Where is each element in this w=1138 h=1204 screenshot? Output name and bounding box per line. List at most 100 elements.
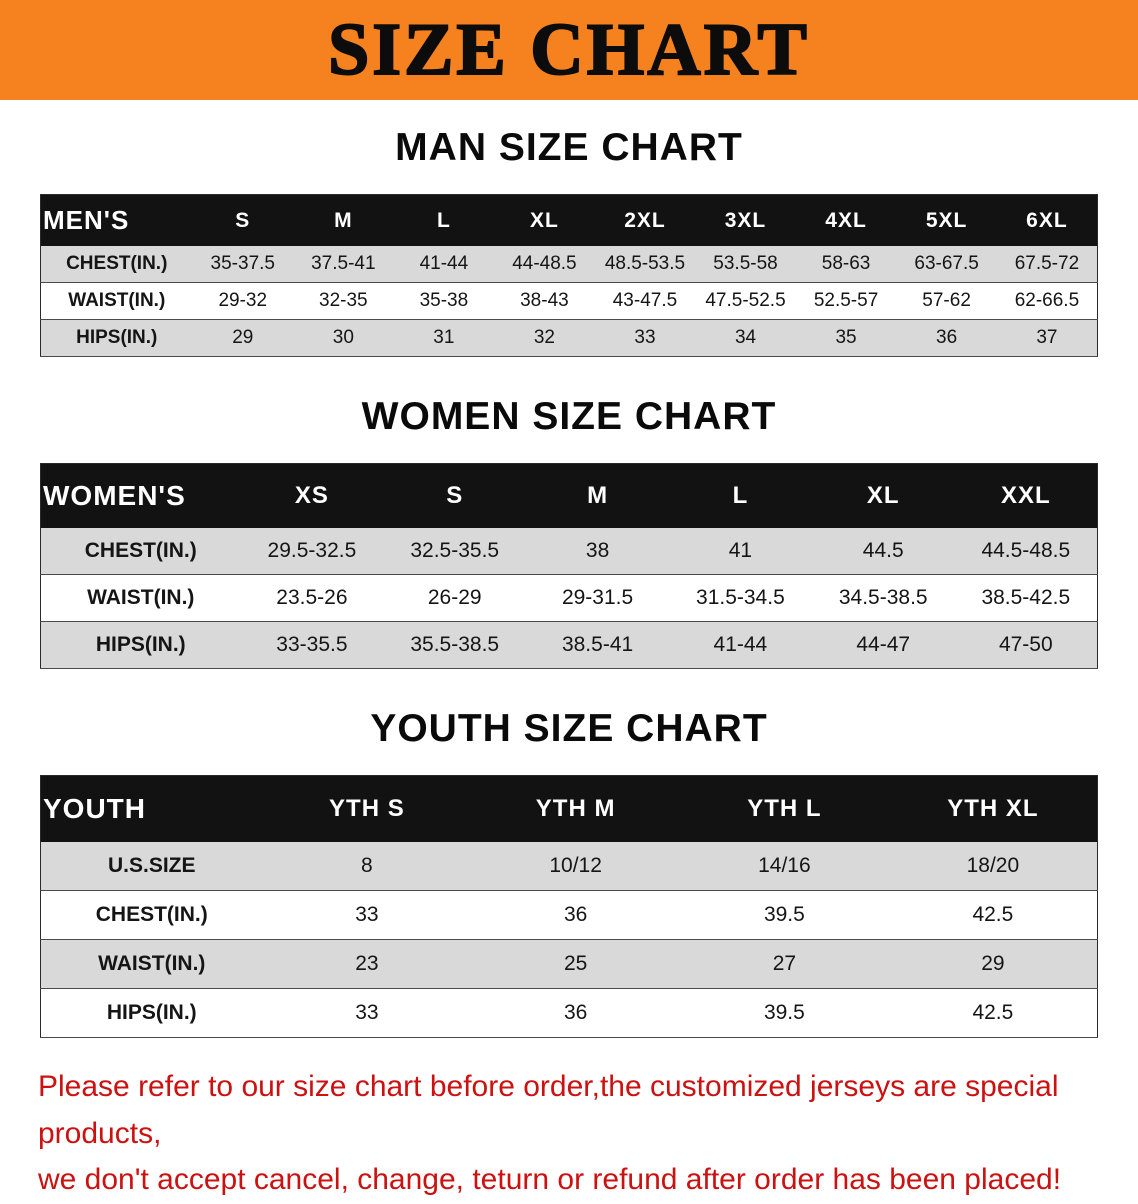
table-cell: 47.5-52.5: [695, 282, 796, 320]
table-cell: 31.5-34.5: [668, 574, 812, 622]
page-title: SIZE CHART: [327, 9, 810, 91]
disclaimer-line-1: Please refer to our size chart before or…: [38, 1070, 1059, 1150]
table-row: HIPS(IN.) 29 30 31 32 33 34 35 36 37: [40, 319, 1098, 357]
table-row: CHEST(IN.) 35-37.5 37.5-41 41-44 44-48.5 48.5…: [40, 246, 1098, 283]
size-chart-section: MAN SIZE CHART MEN'S S M L XL 2XL 3XL 4XL 5XL 6XL C…: [0, 126, 1138, 357]
table-cell: 53.5-58: [695, 246, 796, 283]
table-header-row: WOMEN'S XS S M L XL XXL: [40, 463, 1098, 528]
column-header: XL: [811, 463, 955, 528]
row-label: CHEST(IN.): [40, 528, 241, 575]
size-chart-section: WOMEN SIZE CHART WOMEN'S XS S M L XL XXL CHEST(I…: [0, 395, 1138, 669]
table-cell: 35: [795, 319, 897, 357]
table-cell: 38.5-42.5: [954, 574, 1098, 622]
table-cell: 37.5-41: [293, 246, 394, 283]
table-cell: 25: [471, 939, 680, 989]
column-header: YTH XL: [888, 775, 1098, 842]
table-cell: 44.5: [811, 528, 955, 575]
row-label: HIPS(IN.): [40, 621, 241, 669]
size-table: MEN'S S M L XL 2XL 3XL 4XL 5XL 6XL CHEST(IN.) 35-37…: [40, 194, 1098, 357]
table-cell: 39.5: [680, 890, 889, 940]
section-heading: WOMEN SIZE CHART: [361, 395, 777, 438]
column-header: XS: [240, 463, 384, 528]
row-label: WAIST(IN.): [40, 282, 193, 320]
table-cell: 18/20: [888, 842, 1098, 891]
table-cell: 44-47: [811, 621, 955, 669]
table-cell: 41: [668, 528, 812, 575]
table-cell: 44-48.5: [494, 246, 595, 283]
column-header: 4XL: [795, 194, 897, 246]
table-cell: 33-35.5: [240, 621, 384, 669]
table-cell: 8: [262, 842, 472, 891]
table-cell: 29: [888, 939, 1098, 989]
column-header: M: [293, 194, 394, 246]
table-cell: 52.5-57: [795, 282, 897, 320]
column-header: XXL: [954, 463, 1098, 528]
disclaimer-line-2: we don't accept cancel, change, teturn o…: [38, 1163, 1062, 1196]
table-cell: 36: [471, 890, 680, 940]
table-cell: 10/12: [471, 842, 680, 891]
section-heading: MAN SIZE CHART: [395, 126, 743, 169]
column-header: YTH L: [680, 775, 889, 842]
table-cell: 41-44: [393, 246, 495, 283]
table-cell: 62-66.5: [996, 282, 1098, 320]
column-header: XL: [494, 194, 595, 246]
table-cell: 48.5-53.5: [594, 246, 696, 283]
table-cell: 42.5: [888, 890, 1098, 940]
table-cell: 35-38: [393, 282, 495, 320]
table-group-label: MEN'S: [40, 194, 193, 246]
row-label: WAIST(IN.): [40, 574, 241, 622]
banner: SIZE CHART: [0, 0, 1138, 100]
row-label: WAIST(IN.): [40, 939, 263, 989]
table-cell: 41-44: [668, 621, 812, 669]
table-cell: 47-50: [954, 621, 1098, 669]
table-cell: 63-67.5: [896, 246, 997, 283]
table-cell: 57-62: [896, 282, 997, 320]
section-heading: YOUTH SIZE CHART: [370, 707, 768, 750]
table-cell: 14/16: [680, 842, 889, 891]
table-cell: 32: [494, 319, 595, 357]
table-row: HIPS(IN.) 33 36 39.5 42.5: [40, 988, 1098, 1038]
table-row: U.S.SIZE 8 10/12 14/16 18/20: [40, 842, 1098, 891]
row-label: HIPS(IN.): [40, 988, 263, 1038]
column-header: 3XL: [695, 194, 796, 246]
table-cell: 37: [996, 319, 1098, 357]
table-row: CHEST(IN.) 33 36 39.5 42.5: [40, 890, 1098, 940]
table-cell: 33: [594, 319, 696, 357]
column-header: M: [526, 463, 669, 528]
column-header: YTH M: [471, 775, 680, 842]
row-label: CHEST(IN.): [40, 890, 263, 940]
table-cell: 44.5-48.5: [954, 528, 1098, 575]
size-chart-sections: MAN SIZE CHART MEN'S S M L XL 2XL 3XL 4XL 5XL 6XL C…: [0, 126, 1138, 1038]
table-row: WAIST(IN.) 29-32 32-35 35-38 38-43 43-47.5 47.…: [40, 282, 1098, 320]
column-header: L: [668, 463, 812, 528]
column-header: 2XL: [594, 194, 696, 246]
column-header: S: [383, 463, 527, 528]
column-header: 5XL: [896, 194, 997, 246]
size-table: YOUTH YTH S YTH M YTH L YTH XL U.S.SIZE 8 10/12…: [40, 775, 1098, 1038]
table-cell: 29-32: [192, 282, 294, 320]
row-label: HIPS(IN.): [40, 319, 193, 357]
table-cell: 38.5-41: [526, 621, 669, 669]
table-cell: 23: [262, 939, 472, 989]
table-cell: 29.5-32.5: [240, 528, 384, 575]
table-row: WAIST(IN.) 23 25 27 29: [40, 939, 1098, 989]
table-cell: 42.5: [888, 988, 1098, 1038]
table-header-row: MEN'S S M L XL 2XL 3XL 4XL 5XL 6XL: [40, 194, 1098, 246]
table-cell: 27: [680, 939, 889, 989]
table-row: CHEST(IN.) 29.5-32.5 32.5-35.5 38 41 44.5 44.5…: [40, 528, 1098, 575]
table-cell: 26-29: [383, 574, 527, 622]
table-cell: 32-35: [293, 282, 394, 320]
row-label: U.S.SIZE: [40, 842, 263, 891]
table-row: HIPS(IN.) 33-35.5 35.5-38.5 38.5-41 41-44 44-…: [40, 621, 1098, 669]
table-cell: 36: [471, 988, 680, 1038]
table-cell: 23.5-26: [240, 574, 384, 622]
column-header: S: [192, 194, 294, 246]
disclaimer: Please refer to our size chart before or…: [38, 1064, 1100, 1204]
column-header: 6XL: [996, 194, 1098, 246]
table-cell: 67.5-72: [996, 246, 1098, 283]
table-cell: 58-63: [795, 246, 897, 283]
table-cell: 33: [262, 988, 472, 1038]
table-cell: 43-47.5: [594, 282, 696, 320]
column-header: L: [393, 194, 495, 246]
